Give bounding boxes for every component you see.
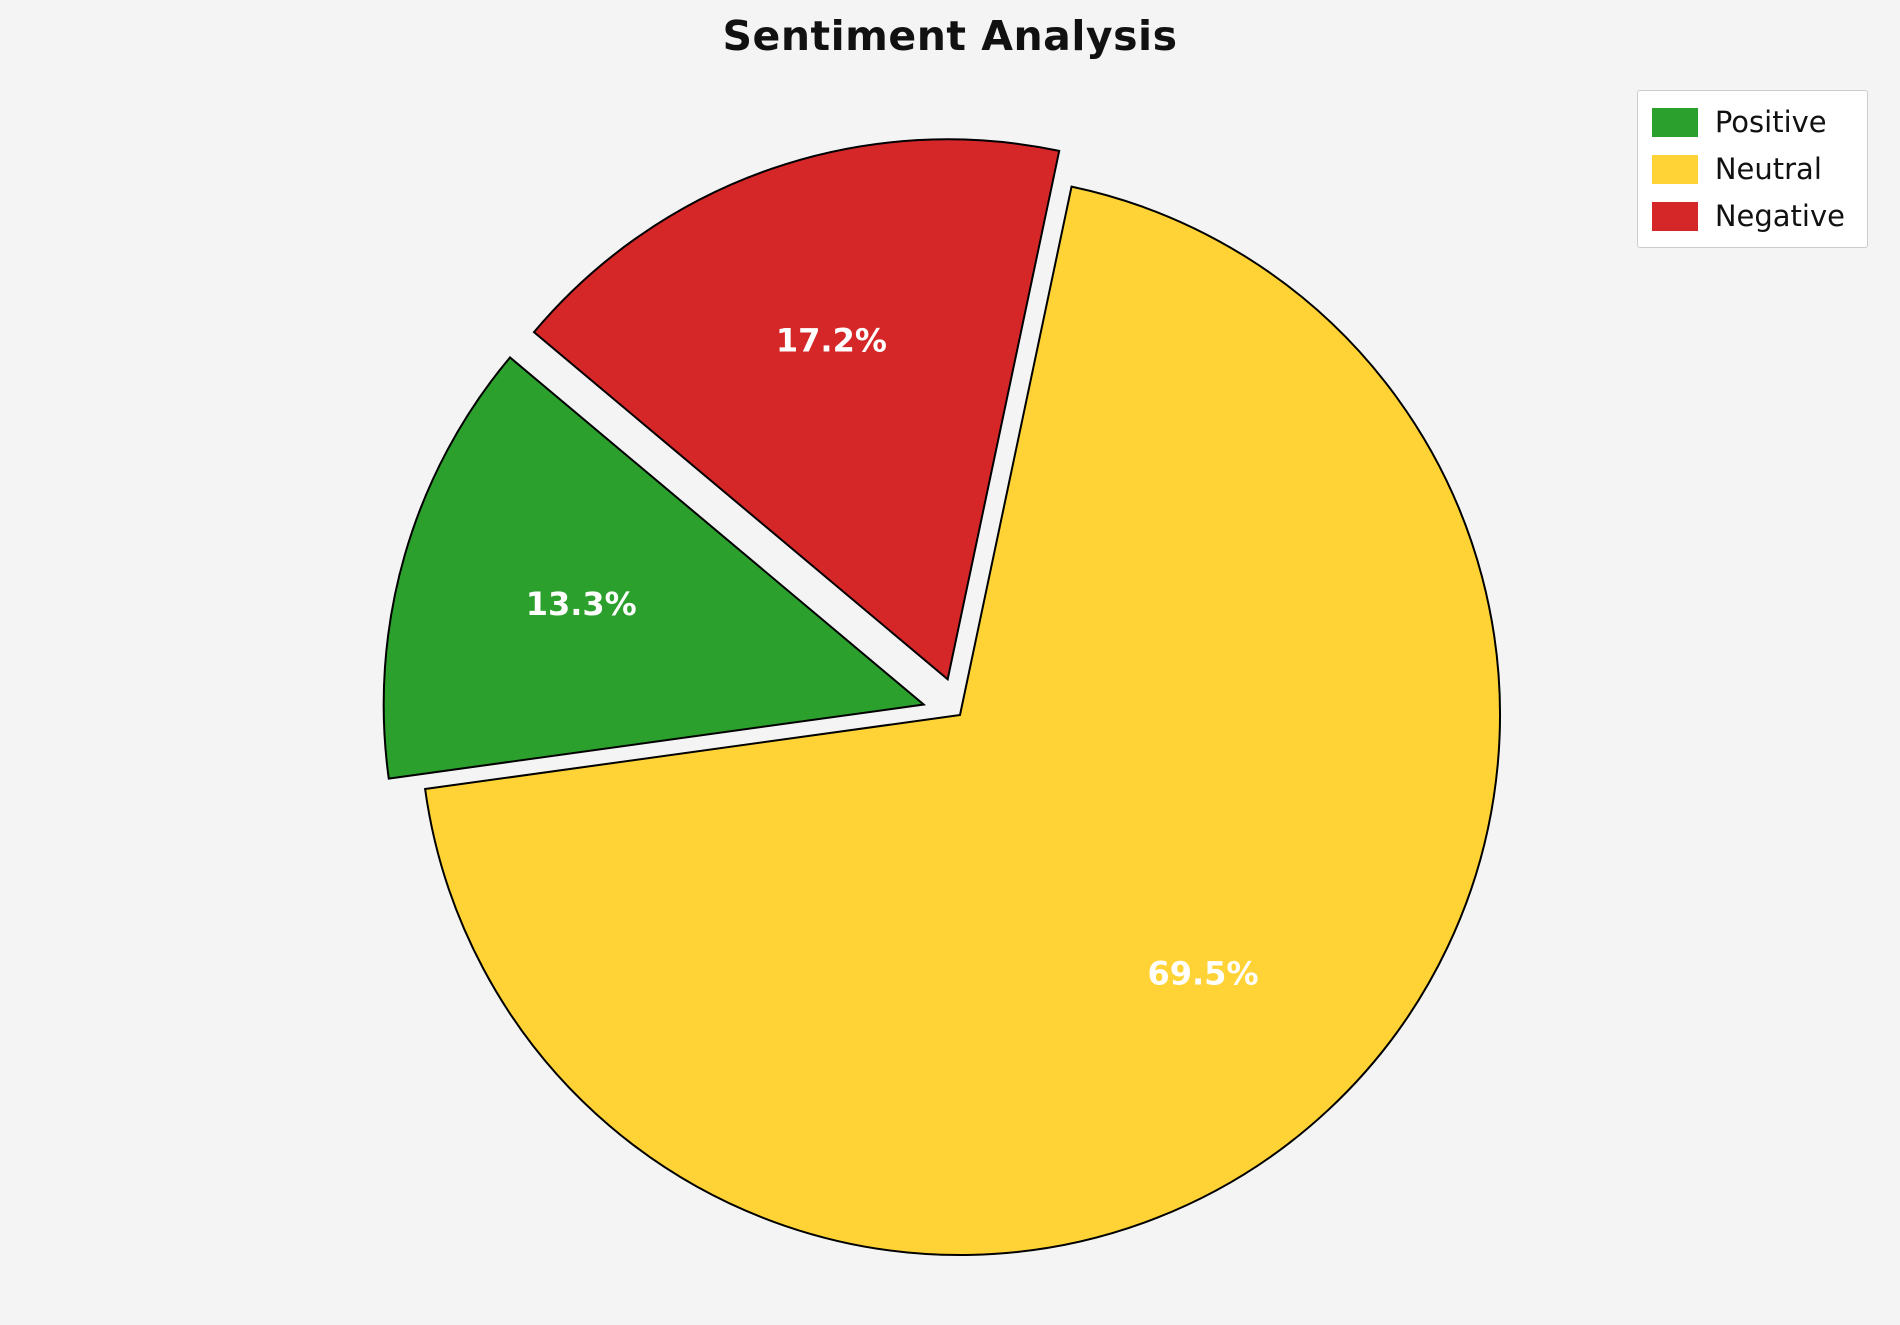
legend-label: Negative bbox=[1714, 198, 1845, 233]
chart-title: Sentiment Analysis bbox=[722, 12, 1178, 60]
legend-item-neutral: Neutral bbox=[1651, 150, 1845, 188]
wedge-positive bbox=[382, 356, 927, 780]
legend-label: Neutral bbox=[1714, 151, 1822, 186]
legend-swatch bbox=[1651, 154, 1698, 184]
pct-label-positive: 13.3% bbox=[526, 585, 637, 623]
wedge-negative bbox=[532, 138, 1061, 682]
legend-item-positive: Positive bbox=[1651, 103, 1845, 141]
legend-item-negative: Negative bbox=[1651, 197, 1845, 235]
pct-label-negative: 17.2% bbox=[776, 321, 887, 359]
legend: Positive Neutral Negative bbox=[1636, 90, 1868, 248]
pct-label-neutral: 69.5% bbox=[1147, 955, 1258, 993]
wedge-neutral bbox=[423, 185, 1501, 1256]
legend-swatch bbox=[1651, 107, 1698, 137]
legend-swatch bbox=[1651, 201, 1698, 231]
legend-label: Positive bbox=[1714, 104, 1827, 139]
